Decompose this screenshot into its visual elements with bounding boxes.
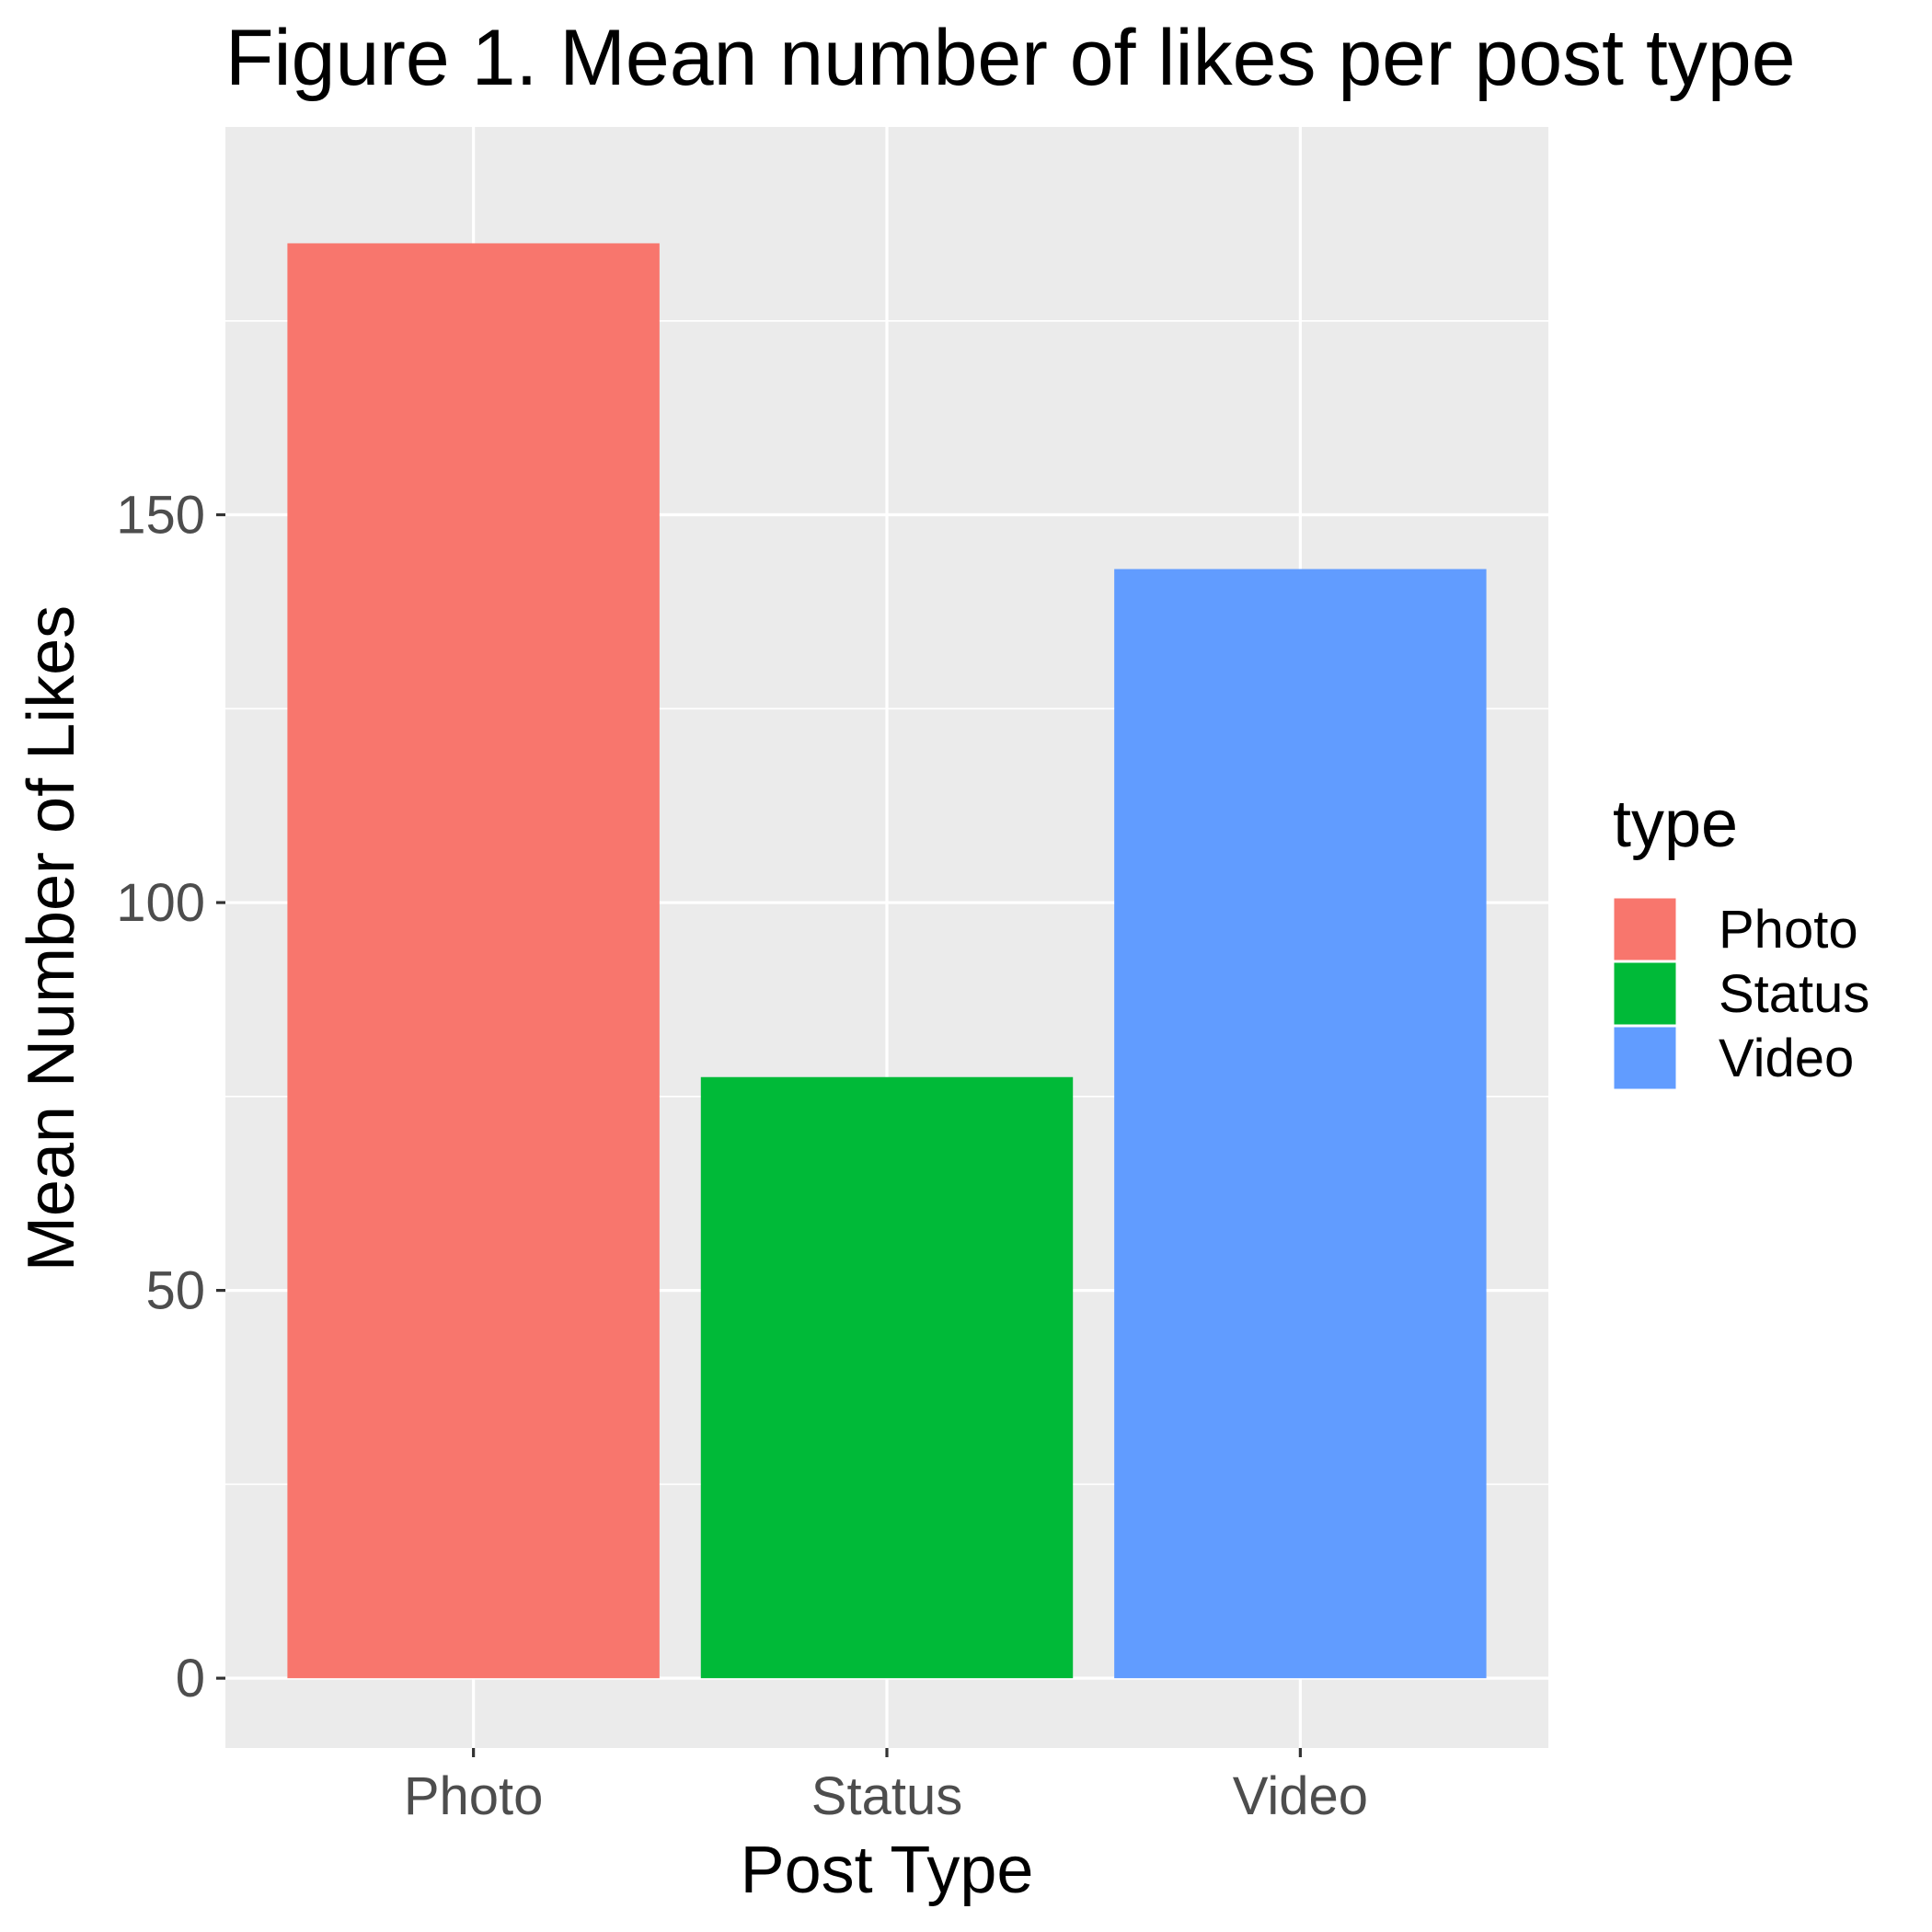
y-axis-title: Mean Number of Likes <box>15 605 88 1271</box>
bar-video <box>1114 569 1487 1679</box>
legend-key-status <box>1611 960 1679 1028</box>
y-tick-label: 150 <box>116 486 205 546</box>
y-axis: 0 50 100 150 <box>116 486 225 1708</box>
bar-photo <box>287 243 660 1679</box>
legend-key-video <box>1611 1024 1679 1092</box>
legend-label: Photo <box>1719 900 1858 960</box>
legend-label: Video <box>1719 1029 1854 1088</box>
y-tick-label: 0 <box>176 1649 205 1708</box>
y-tick-label: 100 <box>116 873 205 933</box>
legend-label: Status <box>1719 964 1869 1024</box>
x-tick-label: Photo <box>404 1766 544 1826</box>
y-tick-label: 50 <box>145 1261 205 1321</box>
chart-title: Figure 1. Mean number of likes per post … <box>225 14 1796 102</box>
x-axis: Photo Status Video <box>404 1748 1368 1826</box>
bar-status <box>700 1076 1074 1679</box>
x-axis-title: Post Type <box>741 1834 1034 1907</box>
legend-title: type <box>1613 788 1738 861</box>
x-tick-label: Video <box>1233 1766 1368 1826</box>
bars <box>287 243 1487 1679</box>
x-tick-label: Status <box>811 1766 962 1826</box>
legend-key-photo <box>1611 895 1679 963</box>
